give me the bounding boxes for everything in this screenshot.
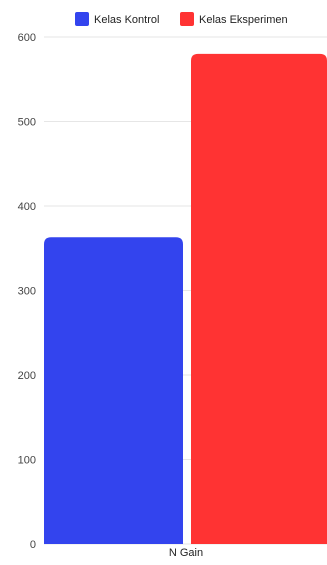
bar-kelas-kontrol <box>44 237 183 544</box>
bar-kelas-eksperimen <box>191 53 327 545</box>
y-tick-label: 400 <box>18 201 36 213</box>
bars <box>44 53 327 545</box>
legend-swatch <box>180 12 194 26</box>
y-tick-label: 300 <box>18 286 36 298</box>
y-tick-label: 500 <box>18 117 36 129</box>
y-tick-label: 0 <box>30 539 36 551</box>
y-tick-label: 600 <box>18 32 36 44</box>
legend-item: Kelas Kontrol <box>75 12 159 26</box>
x-axis-ticks: N Gain <box>169 547 203 559</box>
legend-item: Kelas Eksperimen <box>180 12 288 26</box>
y-tick-label: 200 <box>18 370 36 382</box>
legend-label: Kelas Eksperimen <box>199 14 288 26</box>
legend-swatch <box>75 12 89 26</box>
x-tick-label: N Gain <box>169 547 203 559</box>
y-tick-label: 100 <box>18 455 36 467</box>
y-axis-ticks: 0 100 200 300 400 500 600 <box>18 32 36 551</box>
legend-label: Kelas Kontrol <box>94 14 159 26</box>
legend: Kelas Kontrol Kelas Eksperimen <box>75 12 288 26</box>
